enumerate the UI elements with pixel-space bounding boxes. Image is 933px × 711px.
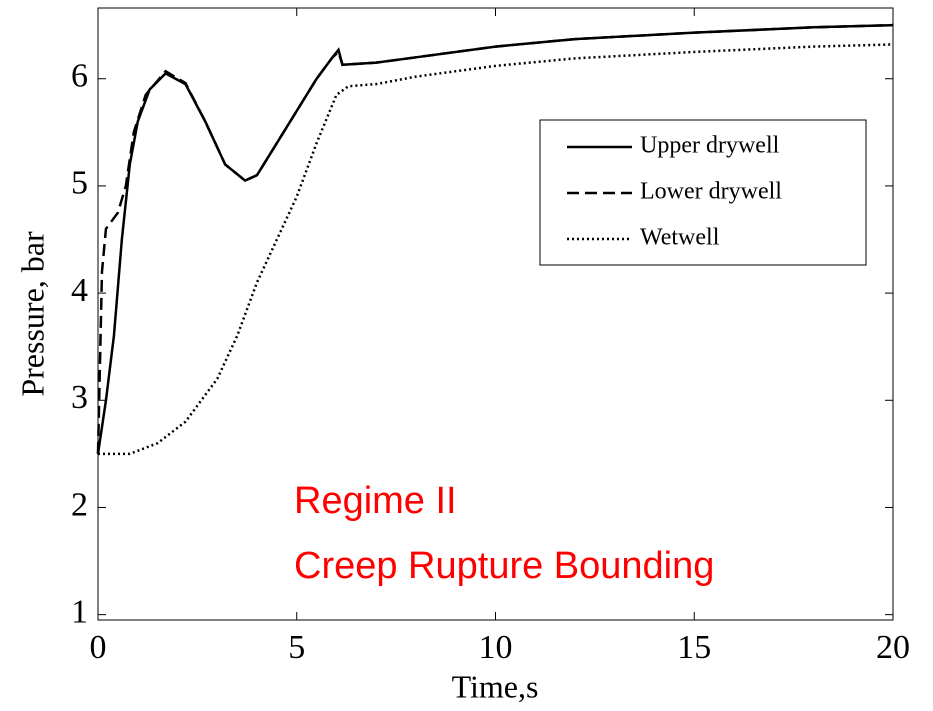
x-tick-label: 10 <box>479 629 513 666</box>
y-tick-label: 2 <box>71 486 88 523</box>
legend-label: Upper drywell <box>640 133 780 159</box>
annotation: Regime II <box>294 480 457 522</box>
x-tick-label: 15 <box>677 629 711 666</box>
x-tick-label: 5 <box>288 629 305 666</box>
x-axis-label: Time,s <box>452 668 539 704</box>
plot-frame <box>97 7 894 621</box>
x-tick-label: 0 <box>90 629 107 666</box>
y-tick-label: 4 <box>71 272 88 309</box>
y-tick-label: 5 <box>71 165 88 202</box>
y-tick-label: 6 <box>71 58 88 95</box>
x-tick-label: 20 <box>876 629 910 666</box>
legend-label: Wetwell <box>640 225 720 251</box>
series-line <box>96 23 894 454</box>
annotation: Creep Rupture Bounding <box>294 545 714 587</box>
series-line <box>98 43 894 456</box>
y-axis-label: Pressure, bar <box>14 231 50 397</box>
y-tick-label: 1 <box>71 593 88 630</box>
legend-label: Lower drywell <box>640 179 782 205</box>
y-tick-label: 3 <box>71 379 88 416</box>
